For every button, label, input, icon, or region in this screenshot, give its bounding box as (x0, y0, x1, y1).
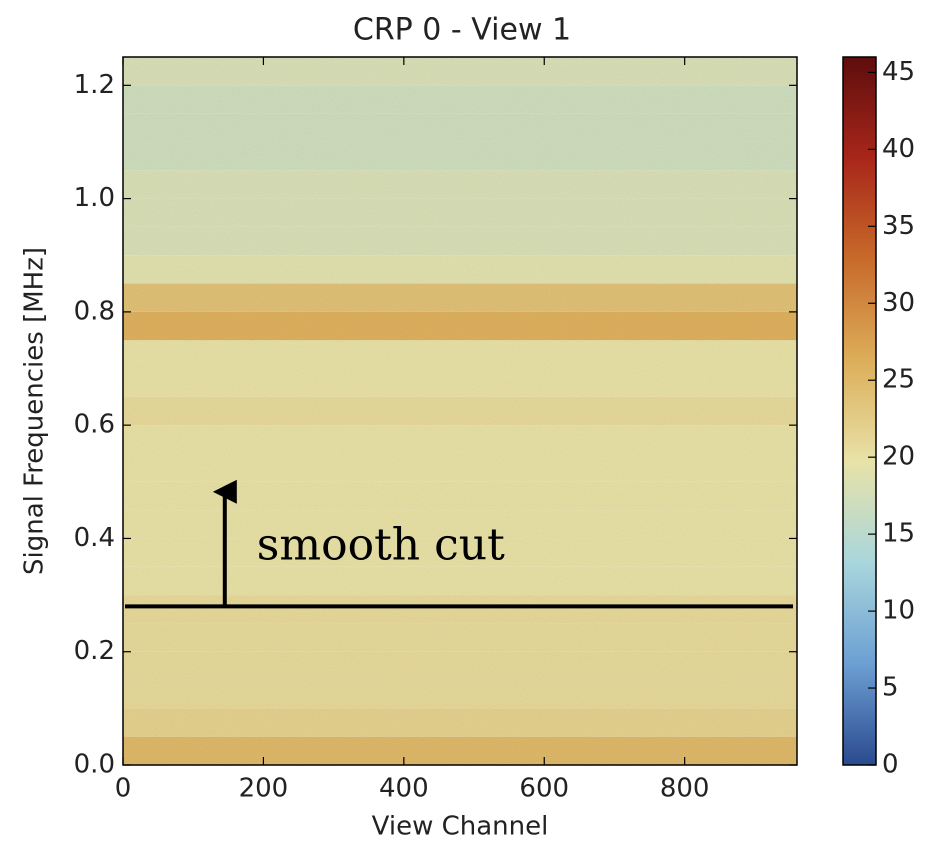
noise-texture (123, 57, 797, 765)
y-tick-label: 1.0 (74, 183, 115, 213)
x-axis-label: View Channel (372, 812, 549, 842)
colorbar-tick-label: 40 (882, 134, 915, 164)
colorbar-tick-label: 45 (882, 57, 915, 87)
colorbar-tick-label: 35 (882, 211, 915, 241)
colorbar-tick-label: 10 (882, 596, 915, 626)
colorbar-tick-label: 25 (882, 365, 915, 395)
y-tick-label: 0.4 (74, 523, 115, 553)
chart-title: CRP 0 - View 1 (353, 13, 571, 48)
x-tick-label: 600 (519, 774, 569, 804)
colorbar-tick-label: 30 (882, 288, 915, 318)
colorbar-tick-label: 0 (882, 750, 899, 780)
colorbar (842, 56, 877, 766)
colorbar-tick-label: 5 (882, 673, 899, 703)
y-tick-label: 0.2 (74, 636, 115, 666)
y-axis-label: Signal Frequencies [MHz] (20, 247, 50, 575)
plot-frame (122, 56, 798, 766)
x-tick-label: 200 (239, 774, 289, 804)
y-tick-label: 1.2 (74, 70, 115, 100)
y-tick-label: 0.0 (74, 750, 115, 780)
colorbar-tick-label: 20 (882, 442, 915, 472)
annotation-text: smooth cut (257, 520, 505, 571)
y-tick-label: 0.6 (74, 410, 115, 440)
y-tick-label: 0.8 (74, 296, 115, 326)
x-tick-label: 400 (379, 774, 429, 804)
x-tick-label: 0 (115, 774, 132, 804)
x-tick-label: 800 (660, 774, 710, 804)
colorbar-tick-label: 15 (882, 519, 915, 549)
